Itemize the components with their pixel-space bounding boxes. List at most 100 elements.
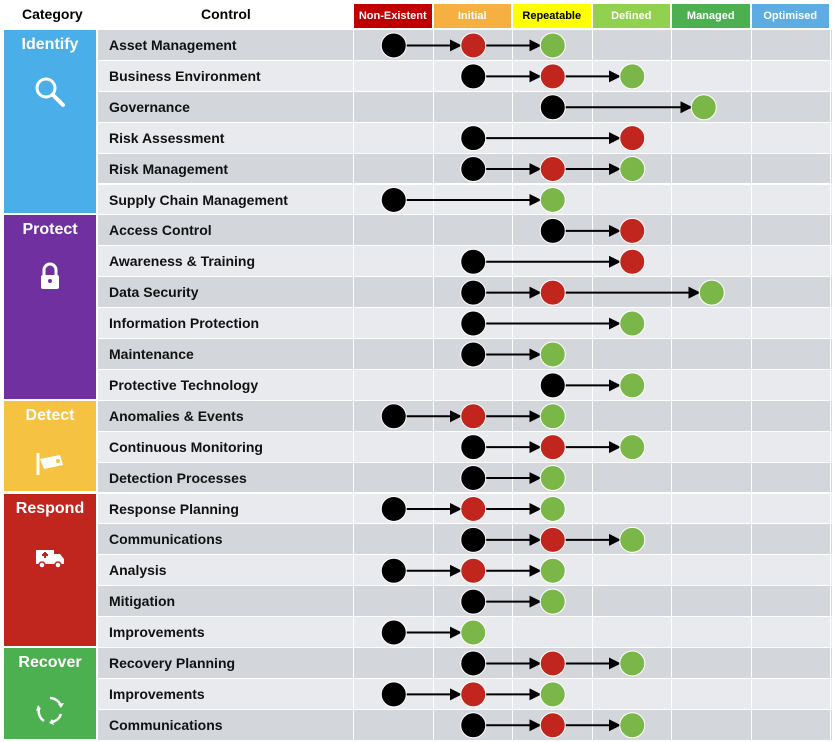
current-state-dot <box>380 32 407 59</box>
interim-state-dot <box>539 434 566 461</box>
control-label: Mitigation <box>109 593 176 610</box>
column-separator <box>671 30 672 740</box>
interim-state-dot <box>539 526 566 553</box>
current-state-dot <box>460 588 487 615</box>
interim-state-dot <box>460 557 487 584</box>
category-title: Respond <box>15 499 85 517</box>
level-header-non-existent: Non-Existent <box>354 4 432 28</box>
target-state-dot <box>539 32 566 59</box>
control-label: Anomalies & Events <box>109 407 244 424</box>
target-state-dot <box>619 434 646 461</box>
category-title: Detect <box>25 406 75 424</box>
control-label: Governance <box>109 98 190 115</box>
ambulance-icon <box>32 538 68 574</box>
current-state-dot <box>539 217 566 244</box>
target-state-dot <box>619 712 646 739</box>
current-state-dot <box>460 650 487 677</box>
current-state-dot <box>460 434 487 461</box>
control-label: Protective Technology <box>109 376 259 393</box>
current-state-dot <box>380 495 407 522</box>
target-state-dot <box>619 156 646 183</box>
interim-state-dot <box>460 495 487 522</box>
column-separator <box>432 30 434 740</box>
current-state-dot <box>539 372 566 399</box>
control-label: Business Environment <box>109 67 261 84</box>
target-state-dot <box>690 94 717 121</box>
target-state-dot <box>619 248 646 275</box>
control-label: Communications <box>109 531 223 548</box>
target-state-dot <box>539 341 566 368</box>
interim-state-dot <box>539 156 566 183</box>
current-state-dot <box>460 63 487 90</box>
target-state-dot <box>539 588 566 615</box>
category-title: Protect <box>22 221 78 239</box>
category-block-respond: Respond <box>4 493 96 646</box>
level-header-defined: Defined <box>592 4 670 28</box>
level-header-repeatable: Repeatable <box>513 4 591 28</box>
target-state-dot <box>619 217 646 244</box>
target-state-dot <box>539 465 566 492</box>
interim-state-dot <box>539 650 566 677</box>
target-state-dot <box>619 372 646 399</box>
current-state-dot <box>460 279 487 306</box>
current-state-dot <box>460 125 487 152</box>
control-label: Maintenance <box>109 346 194 362</box>
current-state-dot <box>380 186 407 213</box>
interim-state-dot <box>539 63 566 90</box>
control-label: Asset Management <box>109 37 237 53</box>
current-state-dot <box>380 619 407 646</box>
column-separator <box>830 30 831 740</box>
search-icon <box>32 74 68 110</box>
level-header-optimised: Optimised <box>751 4 829 28</box>
target-state-dot <box>460 619 487 646</box>
control-header: Control <box>201 6 251 22</box>
target-state-dot <box>619 63 646 90</box>
lock-icon <box>32 259 68 295</box>
current-state-dot <box>539 94 566 121</box>
control-label: Improvements <box>109 624 205 641</box>
category-header: Category <box>22 6 83 22</box>
category-block-detect: Detect <box>4 400 96 492</box>
control-label: Access Control <box>109 222 212 239</box>
target-state-dot <box>698 279 725 306</box>
control-label: Analysis <box>109 562 167 579</box>
control-label: Risk Assessment <box>109 129 225 146</box>
control-label: Recovery Planning <box>109 655 236 671</box>
category-block-protect: Protect <box>4 215 96 399</box>
camera-icon <box>32 445 68 481</box>
control-label: Improvements <box>109 685 205 702</box>
interim-state-dot <box>539 279 566 306</box>
current-state-dot <box>460 310 487 337</box>
target-state-dot <box>539 186 566 213</box>
control-label: Detection Processes <box>109 469 247 486</box>
row-background <box>98 369 832 400</box>
column-separator <box>750 30 752 740</box>
control-label: Supply Chain Management <box>109 191 288 208</box>
level-header-managed: Managed <box>672 4 750 28</box>
current-state-dot <box>460 712 487 739</box>
control-label: Response Planning <box>109 500 239 517</box>
control-label: Data Security <box>109 284 199 301</box>
target-state-dot <box>619 310 646 337</box>
current-state-dot <box>380 403 407 430</box>
current-state-dot <box>460 156 487 183</box>
interim-state-dot <box>460 681 487 708</box>
control-label: Information Protection <box>109 315 260 332</box>
current-state-dot <box>460 526 487 553</box>
level-header-initial: Initial <box>433 4 511 28</box>
control-label: Continuous Monitoring <box>109 438 263 455</box>
column-separator <box>512 30 513 740</box>
current-state-dot <box>460 248 487 275</box>
interim-state-dot <box>539 712 566 739</box>
control-label: Communications <box>109 716 223 733</box>
current-state-dot <box>380 557 407 584</box>
category-block-identify: Identify <box>4 30 96 214</box>
target-state-dot <box>539 557 566 584</box>
row-background <box>98 215 832 246</box>
control-label: Risk Management <box>109 160 229 177</box>
category-title: Recover <box>18 654 82 671</box>
category-block-recover: Recover <box>4 648 96 739</box>
control-label: Awareness & Training <box>109 253 256 270</box>
